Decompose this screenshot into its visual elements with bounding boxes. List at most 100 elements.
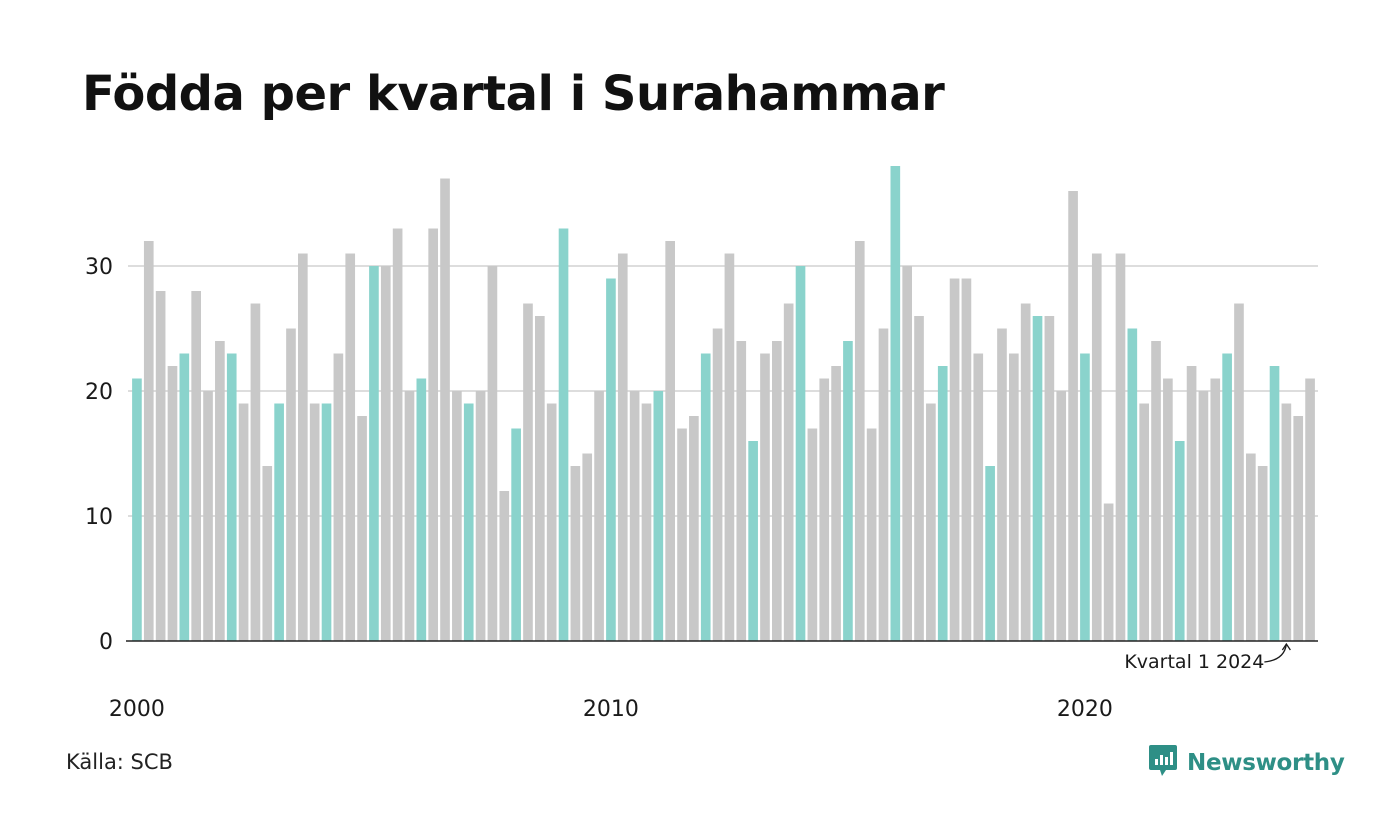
bar-2017-Q3 (961, 278, 972, 641)
bar-2014-Q4 (831, 366, 841, 641)
x-tick-label: 2020 (1057, 697, 1113, 722)
bar-2014-Q3 (819, 378, 830, 641)
bar-2011-Q4 (689, 416, 699, 641)
bar-2013-Q1 (748, 441, 758, 641)
bar-2009-Q1 (558, 228, 569, 641)
bar-2012-Q4 (736, 341, 747, 641)
bar-2012-Q3 (724, 253, 735, 641)
bar-2023-Q4 (1257, 466, 1268, 641)
bar-2023-Q1 (1222, 353, 1232, 641)
bar-undefined (1281, 403, 1292, 641)
bar-2005-Q4 (404, 391, 415, 641)
bar-2001-Q4 (215, 341, 225, 641)
bar-2008-Q2 (523, 303, 533, 641)
bar-2011-Q2 (665, 241, 675, 641)
annotation: Kvartal 1 2024 (1124, 642, 1291, 673)
bar-2004-Q2 (333, 353, 344, 641)
bar-2022-Q1 (1174, 441, 1185, 641)
bar-2017-Q1 (937, 366, 948, 641)
bar-2003-Q4 (309, 403, 320, 641)
bar-2000-Q1 (132, 378, 142, 641)
bar-2005-Q1 (369, 266, 379, 641)
bar-2019-Q1 (1032, 316, 1043, 641)
bar-2016-Q2 (902, 266, 912, 641)
bar-2004-Q3 (345, 253, 356, 641)
bar-2004-Q4 (357, 416, 367, 641)
bar-2006-Q4 (452, 391, 462, 641)
bar-2010-Q1 (606, 278, 616, 641)
bar-2020-Q3 (1103, 503, 1114, 641)
bar-2015-Q3 (866, 428, 877, 641)
bar-2021-Q4 (1163, 378, 1173, 641)
bar-2011-Q1 (653, 391, 664, 641)
bar-2006-Q1 (416, 378, 427, 641)
bar-2003-Q3 (298, 253, 308, 641)
bar-2014-Q2 (807, 428, 818, 641)
y-tick-label: 0 (99, 630, 113, 655)
bar-2012-Q2 (712, 328, 723, 641)
bar-2017-Q2 (949, 278, 960, 641)
annotation-arrow (1264, 643, 1288, 663)
bar-2020-Q4 (1115, 253, 1126, 641)
bar-2009-Q3 (582, 453, 593, 641)
bar-2005-Q3 (392, 228, 403, 641)
annotation-arrowhead (1281, 642, 1291, 651)
bar-2017-Q4 (973, 353, 984, 641)
bar-2002-Q4 (262, 466, 273, 641)
x-axis-ticks: 2000 2010 2020 (109, 697, 1113, 722)
bar-2023-Q2 (1234, 303, 1244, 641)
y-axis-ticks: 0 10 20 30 (85, 255, 113, 655)
bar-2002-Q2 (238, 403, 249, 641)
bar-2013-Q3 (772, 341, 782, 641)
bar-chart: 0 10 20 30 2000 2010 2020 Kvartal 1 2024 (85, 166, 1318, 722)
x-tick-label: 2000 (109, 697, 165, 722)
annotation-label: Kvartal 1 2024 (1124, 651, 1264, 673)
bar-2008-Q3 (535, 316, 545, 641)
y-tick-label: 10 (85, 505, 113, 530)
source-note: Källa: SCB (66, 750, 173, 774)
brand-name: Newsworthy (1187, 750, 1345, 776)
bar-2010-Q4 (641, 403, 652, 641)
bar-2006-Q2 (428, 228, 438, 641)
bar-2020-Q1 (1080, 353, 1090, 641)
bar-2015-Q2 (854, 241, 865, 641)
bar-2004-Q1 (321, 403, 332, 641)
bars (132, 166, 1315, 641)
bar-2001-Q2 (191, 291, 201, 641)
bar-2019-Q3 (1056, 391, 1067, 641)
bar-2007-Q3 (487, 266, 498, 641)
bar-2003-Q2 (286, 328, 296, 641)
bar-2021-Q2 (1139, 403, 1149, 641)
bar-2022-Q4 (1210, 378, 1221, 641)
y-tick-label: 20 (85, 380, 113, 405)
bar-2000-Q3 (155, 291, 166, 641)
bar-2022-Q2 (1186, 366, 1197, 641)
bar-2009-Q4 (594, 391, 604, 641)
bar-2007-Q4 (499, 491, 510, 641)
bar-2018-Q2 (997, 328, 1007, 641)
bar-2013-Q4 (783, 303, 794, 641)
y-tick-label: 30 (85, 255, 113, 280)
bar-2000-Q2 (143, 241, 154, 641)
bar-2010-Q2 (617, 253, 628, 641)
bar-2003-Q1 (274, 403, 284, 641)
bar-undefined (1293, 416, 1304, 641)
bar-2015-Q1 (843, 341, 853, 641)
bar-2011-Q3 (677, 428, 687, 641)
bar-2018-Q3 (1009, 353, 1019, 641)
bar-2019-Q4 (1068, 191, 1078, 641)
bar-2008-Q1 (511, 428, 521, 641)
bar-2007-Q1 (463, 403, 474, 641)
bar-2008-Q4 (546, 403, 557, 641)
bar-2005-Q2 (380, 266, 391, 641)
x-tick-label: 2010 (583, 697, 639, 722)
bar-2009-Q2 (570, 466, 581, 641)
bar-2007-Q2 (475, 391, 486, 641)
bar-2002-Q3 (250, 303, 261, 641)
bar-2019-Q2 (1044, 316, 1055, 641)
bar-2016-Q3 (914, 316, 924, 641)
bar-2021-Q1 (1127, 328, 1138, 641)
brand-logo[interactable]: Newsworthy (1148, 744, 1345, 782)
bar-2010-Q3 (629, 391, 640, 641)
bar-2014-Q1 (795, 266, 806, 641)
